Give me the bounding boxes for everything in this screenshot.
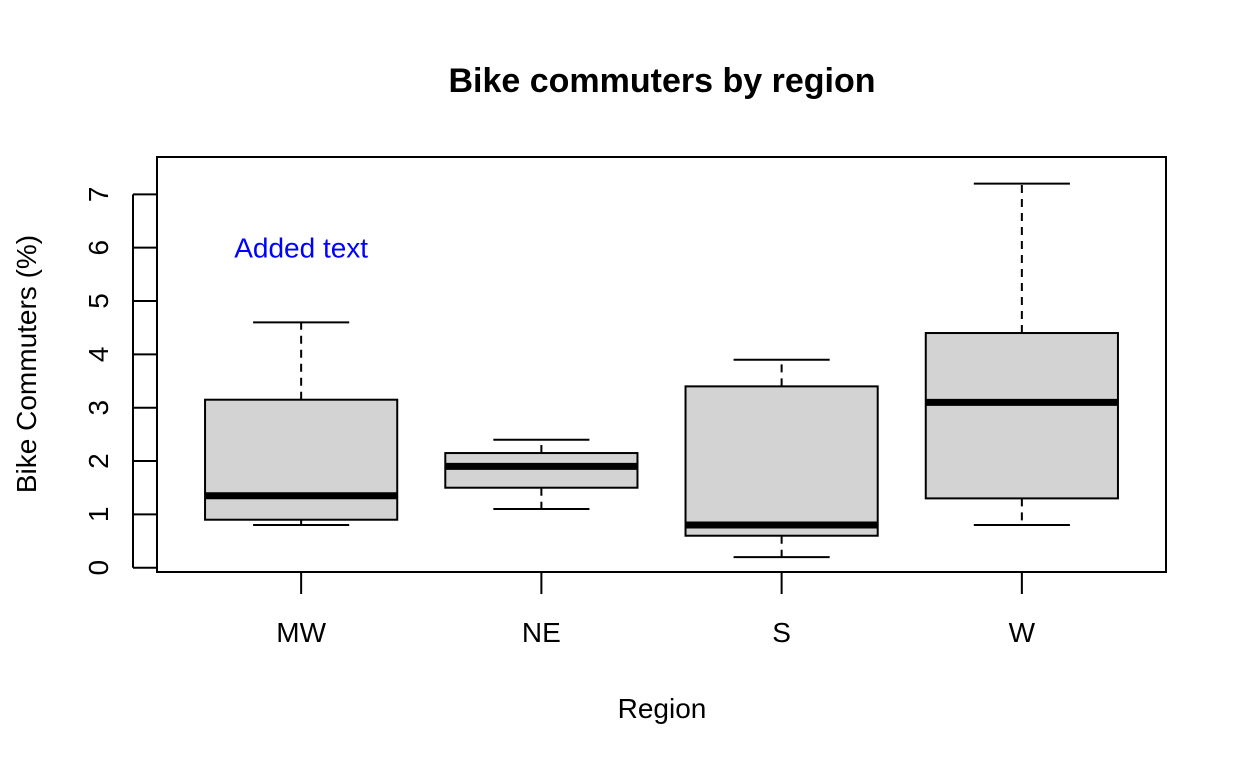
y-tick-label: 6 xyxy=(83,240,114,256)
y-tick-label: 4 xyxy=(83,347,114,363)
box-group xyxy=(204,182,1119,559)
box-ne xyxy=(444,438,639,511)
y-tick-label: 5 xyxy=(83,293,114,309)
x-tick-label: MW xyxy=(276,617,326,648)
y-tick-label: 1 xyxy=(83,507,114,523)
iqr-box xyxy=(924,332,1119,500)
x-axis: MW NE S W xyxy=(276,571,1036,648)
iqr-box xyxy=(204,398,399,521)
y-tick-label: 2 xyxy=(83,453,114,469)
box-w xyxy=(924,182,1119,527)
y-tick-label: 0 xyxy=(83,560,114,576)
iqr-box xyxy=(684,385,879,537)
y-tick-label: 3 xyxy=(83,400,114,416)
iqr-box xyxy=(444,452,639,489)
chart-title: Bike commuters by region xyxy=(448,62,875,100)
box-mw xyxy=(204,321,399,527)
y-axis: 0 1 2 3 4 5 6 7 xyxy=(83,187,157,576)
x-axis-label: Region xyxy=(618,693,707,724)
y-tick-label: 7 xyxy=(83,187,114,203)
x-tick-label: S xyxy=(772,617,791,648)
annotation-text: Added text xyxy=(234,233,368,264)
x-tick-label: NE xyxy=(522,617,561,648)
y-axis-label: Bike Commuters (%) xyxy=(11,235,42,493)
box-s xyxy=(684,358,879,559)
x-tick-label: W xyxy=(1009,617,1036,648)
